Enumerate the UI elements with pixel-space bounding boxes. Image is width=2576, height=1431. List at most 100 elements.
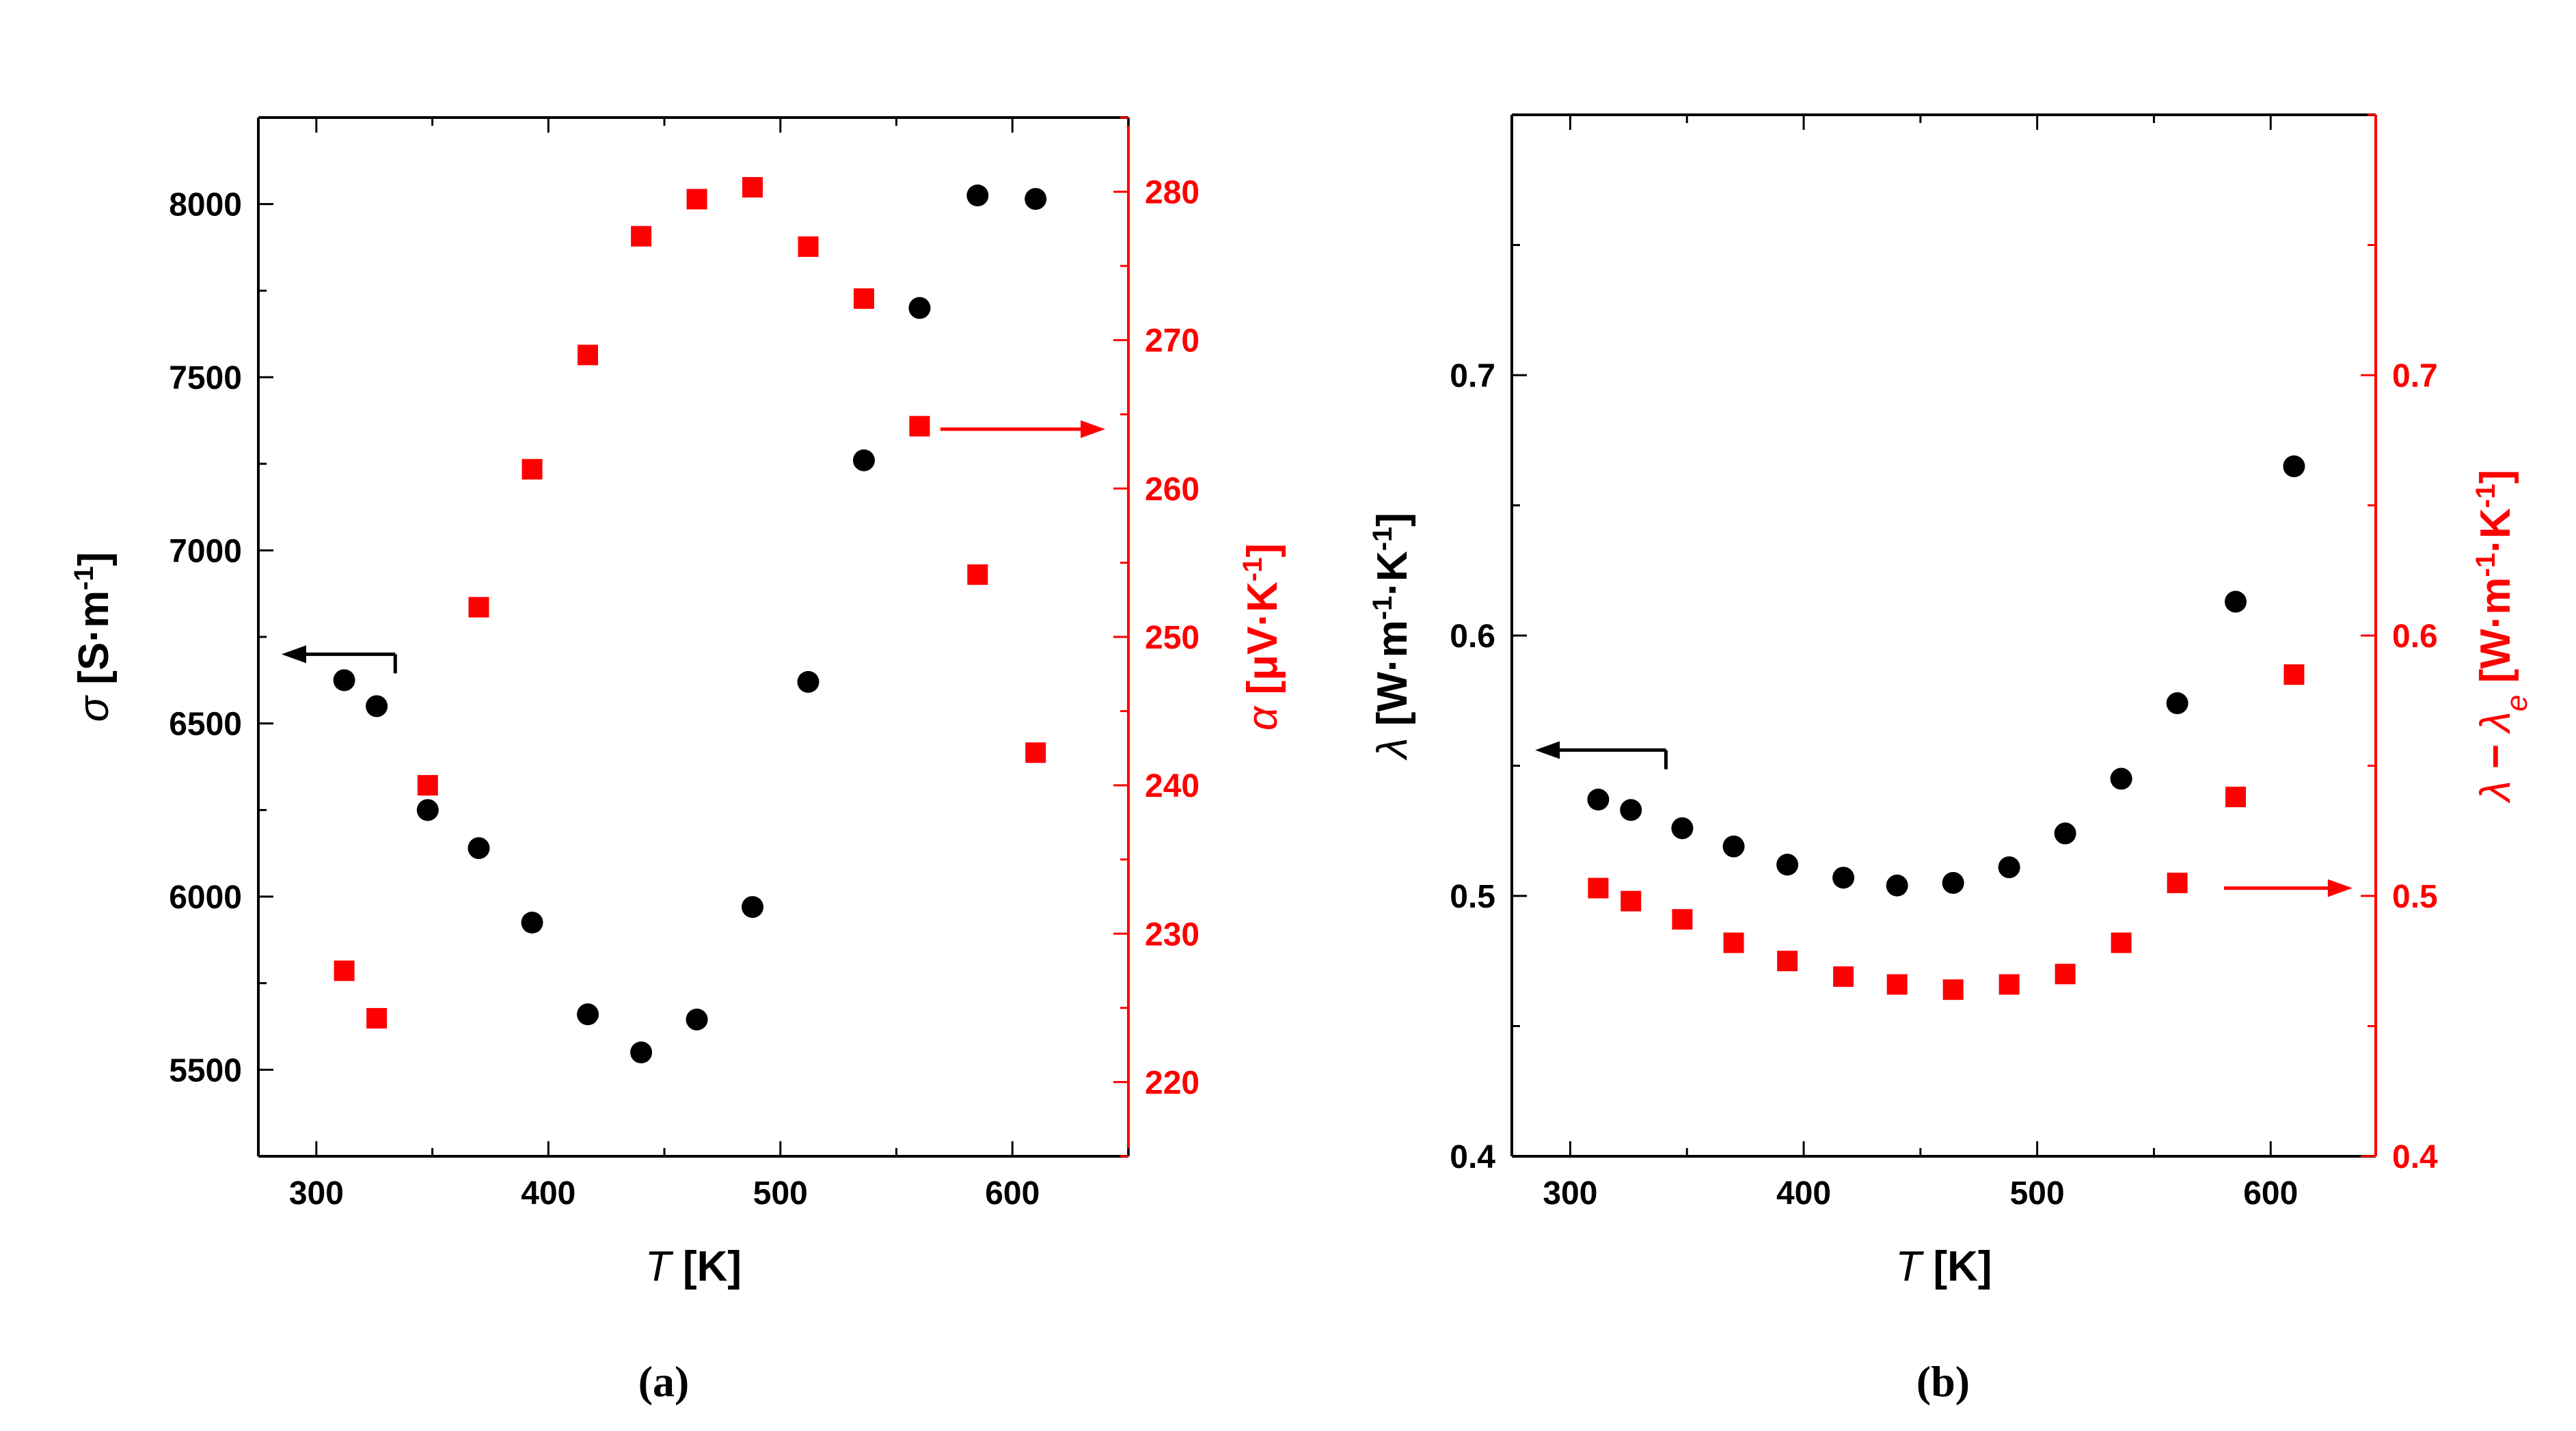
data-point-right-series: [1025, 742, 1046, 763]
data-point-right-series: [909, 415, 930, 437]
data-point-left-series: [742, 896, 764, 918]
y-right-tick-label: 0.4: [2392, 1139, 2438, 1175]
data-point-right-series: [1886, 974, 1908, 995]
y-left-axis-title: σ [S·m-1]: [69, 552, 118, 722]
chart-panel-a: 300 400 500 600 5500 6000 6500 7000 7500 8000 220 2…: [69, 116, 1286, 1406]
data-point-left-series: [416, 799, 439, 821]
data-point-left-series: [908, 297, 931, 319]
data-point-left-series: [1776, 854, 1799, 876]
y-left-tick-label: 5500: [169, 1052, 242, 1089]
y-right-axis-title: λ − λe [W·m-1·K-1]: [2471, 469, 2534, 804]
data-point-left-series: [366, 695, 388, 718]
panel-caption: (b): [1916, 1357, 1970, 1406]
y-right-tick-label: 270: [1145, 323, 1199, 359]
x-tick-label: 500: [2010, 1175, 2065, 1212]
data-point-left-series: [577, 1003, 599, 1026]
y-right-tick-label: 220: [1145, 1065, 1199, 1101]
data-point-right-series: [686, 189, 707, 210]
data-point-left-series: [630, 1041, 653, 1063]
data-point-left-series: [2225, 590, 2247, 613]
arrow-to-right-axis: [2223, 879, 2353, 897]
data-point-left-series: [1587, 789, 1610, 811]
y-right-tick-label: 260: [1145, 472, 1199, 508]
data-point-left-series: [1832, 867, 1855, 889]
data-point-left-series: [467, 837, 490, 860]
data-point-right-series: [417, 775, 438, 796]
data-point-right-series: [631, 226, 652, 247]
data-point-left-series: [1998, 856, 2020, 879]
data-point-left-series: [797, 670, 819, 693]
y-left-tick-label: 0.4: [1450, 1139, 1495, 1175]
data-point-right-series: [1672, 909, 1693, 930]
x-tick-label: 400: [521, 1175, 575, 1212]
y-left-tick-label: 6500: [169, 707, 242, 743]
data-point-right-series: [1588, 877, 1609, 899]
y-left-tick-label: 7000: [169, 533, 242, 569]
data-point-right-series: [578, 344, 599, 366]
y-left-tick-label: 0.6: [1450, 618, 1495, 655]
data-point-right-series: [1723, 932, 1744, 953]
data-point-left-series: [1886, 874, 1908, 897]
x-tick-label: 500: [753, 1175, 808, 1212]
y-left-axis-title: λ [W·m-1·K-1]: [1368, 513, 1416, 761]
data-point-left-series: [853, 449, 876, 472]
x-tick-label: 400: [1776, 1175, 1831, 1212]
arrow-to-left-axis: [1535, 741, 1668, 769]
x-tick-label: 300: [289, 1175, 344, 1212]
y-left-tick-label: 8000: [169, 187, 242, 223]
y-right-tick-label: 230: [1145, 916, 1199, 953]
data-point-right-series: [798, 236, 819, 257]
y-right-axis-title: α [μV·K-1]: [1238, 543, 1286, 731]
data-point-right-series: [854, 288, 875, 309]
data-point-right-series: [742, 177, 763, 198]
data-point-right-series: [2111, 932, 2132, 953]
x-tick-label: 600: [2243, 1175, 2298, 1212]
data-point-left-series: [1620, 799, 1642, 821]
data-point-left-series: [2283, 455, 2305, 478]
data-point-right-series: [1621, 890, 1642, 912]
data-point-right-series: [2225, 787, 2247, 808]
data-point-right-series: [366, 1008, 388, 1029]
data-point-right-series: [967, 564, 988, 585]
y-right-tick-label: 0.5: [2392, 879, 2438, 915]
data-point-left-series: [333, 669, 355, 692]
x-tick-label: 300: [1543, 1175, 1597, 1212]
data-point-right-series: [2283, 664, 2305, 685]
data-point-right-series: [334, 960, 355, 981]
y-left-tick-label: 7500: [169, 360, 242, 396]
data-point-right-series: [2167, 872, 2188, 893]
data-point-left-series: [686, 1008, 708, 1031]
data-point-right-series: [1998, 974, 2020, 995]
arrow-to-right-axis: [940, 420, 1106, 438]
data-point-left-series: [966, 185, 989, 206]
y-right-tick-label: 250: [1145, 620, 1199, 656]
data-point-left-series: [1942, 871, 1964, 894]
data-point-right-series: [1833, 966, 1854, 987]
y-left-tick-label: 6000: [169, 880, 242, 916]
arrow-to-left-axis: [281, 645, 397, 674]
y-right-tick-label: 280: [1145, 175, 1199, 211]
data-point-left-series: [1671, 817, 1694, 839]
chart-panel-b: 300 400 500 600 0.4 0.5 0.6 0.7 0.4 0.5 0.6 0.7 T [K…: [1368, 113, 2534, 1406]
y-left-tick-label: 0.7: [1450, 358, 1495, 394]
data-point-left-series: [2110, 767, 2132, 790]
data-point-left-series: [2166, 692, 2188, 715]
data-point-right-series: [2055, 964, 2076, 985]
y-left-tick-label: 0.5: [1450, 879, 1495, 915]
data-point-left-series: [521, 912, 543, 933]
data-point-right-series: [468, 597, 489, 618]
x-tick-label: 600: [985, 1175, 1040, 1212]
data-point-right-series: [1942, 979, 1964, 1000]
y-right-tick-label: 0.7: [2392, 358, 2438, 394]
data-point-left-series: [1722, 835, 1745, 858]
x-axis-title: T [K]: [645, 1243, 742, 1290]
panel-caption: (a): [638, 1357, 690, 1406]
data-point-left-series: [2054, 822, 2076, 845]
x-axis-title: T [K]: [1895, 1243, 1992, 1290]
data-point-left-series: [1025, 188, 1047, 210]
data-point-right-series: [521, 459, 543, 480]
y-right-tick-label: 0.6: [2392, 618, 2438, 655]
y-right-tick-label: 240: [1145, 768, 1199, 804]
data-point-right-series: [1777, 951, 1798, 972]
